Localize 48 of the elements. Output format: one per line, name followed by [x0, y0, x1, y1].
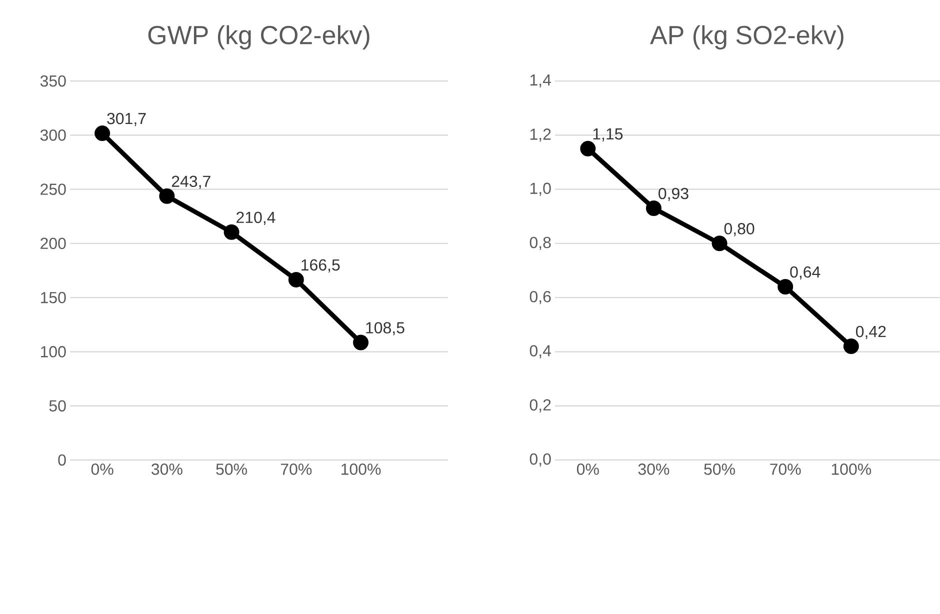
- y-tick-label: 0: [58, 454, 66, 466]
- y-tick-label: 200: [40, 238, 66, 250]
- data-label: 243,7: [172, 176, 210, 189]
- y-tick-label: 0,0: [530, 453, 551, 467]
- point: [288, 272, 304, 288]
- x-tick-label: 30%: [638, 464, 670, 475]
- point: [843, 338, 859, 354]
- y-tick-label: 100: [40, 346, 66, 358]
- x-tick-label: 30%: [152, 464, 182, 475]
- y-tick-label: 350: [40, 75, 66, 87]
- y-tick-label: 50: [49, 400, 66, 412]
- y-tick-label: 0,6: [530, 290, 551, 304]
- x-tick-label: 100%: [342, 464, 381, 475]
- x-tick-label: 70%: [770, 464, 801, 475]
- point: [353, 334, 369, 350]
- y-tick-label: 1,2: [530, 128, 551, 142]
- y-tick-label: 0,8: [530, 236, 551, 250]
- data-label: 0,64: [790, 266, 820, 280]
- data-label: 0,93: [658, 188, 688, 202]
- point: [580, 140, 596, 156]
- y-tick-label: 0,4: [530, 345, 551, 358]
- data-label: 301,7: [107, 112, 146, 126]
- data-label: 108,5: [366, 322, 404, 336]
- y-tick-label: 0,2: [530, 399, 551, 412]
- point: [159, 188, 175, 204]
- x-tick-label: 50%: [216, 464, 247, 475]
- y-tick-label: 150: [40, 292, 66, 304]
- x-tick-label: 50%: [704, 464, 735, 475]
- point: [94, 126, 110, 142]
- y-tick-label: 1,0: [530, 182, 551, 196]
- point: [224, 224, 240, 240]
- point: [778, 278, 794, 294]
- chart-title: GWP (kg CO2-ekv): [148, 25, 370, 50]
- x-tick-label: 70%: [280, 464, 312, 475]
- x-tick-label: 0%: [91, 464, 114, 475]
- x-tick-label: 0%: [576, 464, 599, 475]
- point: [712, 236, 728, 252]
- y-tick-label: 300: [40, 129, 66, 141]
- data-label: 210,4: [236, 212, 276, 225]
- data-label: 1,15: [593, 128, 623, 142]
- y-tick-label: 250: [40, 184, 66, 195]
- data-label: 166,5: [302, 259, 340, 272]
- point: [646, 200, 662, 216]
- data-label: 0,80: [724, 223, 754, 236]
- chart-title: AP (kg SO2-ekv): [650, 25, 844, 50]
- data-label: 0,42: [856, 326, 886, 340]
- x-tick-label: 100%: [832, 464, 872, 475]
- y-tick-label: 1,4: [530, 74, 551, 88]
